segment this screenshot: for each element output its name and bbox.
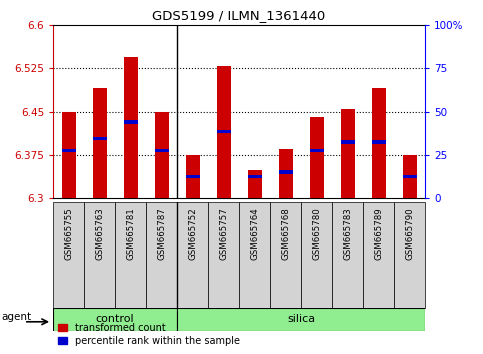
Bar <box>279 149 293 198</box>
FancyBboxPatch shape <box>208 202 239 308</box>
FancyBboxPatch shape <box>363 202 394 308</box>
Text: GSM665752: GSM665752 <box>188 207 197 260</box>
Bar <box>62 112 76 198</box>
Bar <box>371 141 385 144</box>
Text: GSM665764: GSM665764 <box>250 207 259 260</box>
Text: GSM665781: GSM665781 <box>126 207 135 260</box>
Bar <box>341 141 355 144</box>
Bar <box>216 130 230 133</box>
Text: GSM665757: GSM665757 <box>219 207 228 260</box>
FancyBboxPatch shape <box>53 202 84 308</box>
FancyBboxPatch shape <box>177 202 208 308</box>
FancyBboxPatch shape <box>53 308 177 331</box>
Bar <box>310 117 324 198</box>
Bar <box>248 175 262 178</box>
Bar <box>279 171 293 174</box>
Legend: transformed count, percentile rank within the sample: transformed count, percentile rank withi… <box>58 323 240 346</box>
Bar <box>124 57 138 198</box>
Text: silica: silica <box>287 314 315 325</box>
Bar <box>155 112 169 198</box>
FancyBboxPatch shape <box>146 202 177 308</box>
Text: GSM665787: GSM665787 <box>157 207 166 260</box>
Text: agent: agent <box>1 312 31 322</box>
Title: GDS5199 / ILMN_1361440: GDS5199 / ILMN_1361440 <box>153 9 326 22</box>
FancyBboxPatch shape <box>332 202 363 308</box>
Bar <box>155 149 169 152</box>
Bar <box>62 149 76 152</box>
Text: GSM665755: GSM665755 <box>64 207 73 260</box>
Bar <box>185 175 199 178</box>
Bar <box>93 88 107 198</box>
Bar <box>310 149 324 152</box>
Text: GSM665780: GSM665780 <box>312 207 321 260</box>
Text: GSM665790: GSM665790 <box>405 207 414 260</box>
Bar <box>185 155 199 198</box>
FancyBboxPatch shape <box>84 202 115 308</box>
Bar <box>124 120 138 124</box>
Bar <box>93 137 107 141</box>
Bar <box>341 109 355 198</box>
FancyBboxPatch shape <box>239 202 270 308</box>
FancyBboxPatch shape <box>301 202 332 308</box>
Bar <box>402 175 416 178</box>
Text: control: control <box>96 314 134 325</box>
Bar <box>371 88 385 198</box>
FancyBboxPatch shape <box>177 308 425 331</box>
Text: GSM665789: GSM665789 <box>374 207 383 260</box>
Text: GSM665768: GSM665768 <box>281 207 290 260</box>
FancyBboxPatch shape <box>394 202 425 308</box>
Bar <box>248 171 262 198</box>
FancyBboxPatch shape <box>115 202 146 308</box>
Bar <box>402 155 416 198</box>
FancyBboxPatch shape <box>270 202 301 308</box>
Bar <box>216 67 230 198</box>
Text: GSM665783: GSM665783 <box>343 207 352 260</box>
Text: GSM665763: GSM665763 <box>95 207 104 260</box>
